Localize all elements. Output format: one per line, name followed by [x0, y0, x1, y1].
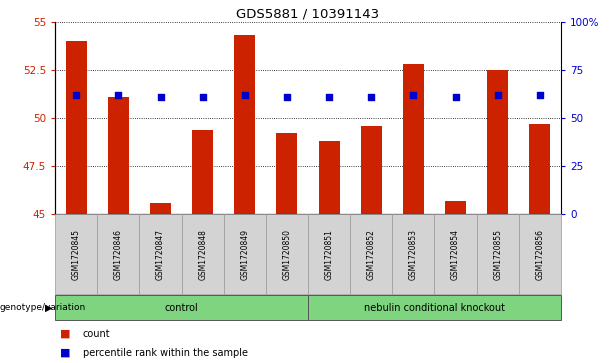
- Point: [324, 94, 334, 100]
- Text: GSM1720851: GSM1720851: [325, 229, 333, 280]
- Bar: [192, 130, 213, 214]
- Text: percentile rank within the sample: percentile rank within the sample: [83, 347, 248, 358]
- Text: control: control: [165, 303, 199, 313]
- Bar: [392, 214, 435, 294]
- Text: count: count: [83, 329, 110, 339]
- Bar: [66, 41, 87, 214]
- Text: GSM1720856: GSM1720856: [535, 229, 544, 280]
- Bar: [487, 70, 508, 214]
- Text: GSM1720845: GSM1720845: [72, 229, 81, 280]
- Bar: [108, 97, 129, 214]
- Point: [451, 94, 460, 100]
- Bar: [360, 126, 382, 214]
- Text: GSM1720849: GSM1720849: [240, 229, 249, 280]
- Bar: [266, 214, 308, 294]
- Text: GSM1720854: GSM1720854: [451, 229, 460, 280]
- Text: GSM1720846: GSM1720846: [114, 229, 123, 280]
- Title: GDS5881 / 10391143: GDS5881 / 10391143: [237, 8, 379, 21]
- Point: [113, 92, 123, 98]
- Bar: [181, 214, 224, 294]
- Text: GSM1720852: GSM1720852: [367, 229, 376, 280]
- Bar: [139, 214, 181, 294]
- Point: [282, 94, 292, 100]
- Text: GSM1720853: GSM1720853: [409, 229, 418, 280]
- Bar: [234, 35, 256, 214]
- Point: [367, 94, 376, 100]
- Point: [198, 94, 208, 100]
- Bar: [519, 214, 561, 294]
- Bar: [350, 214, 392, 294]
- Bar: [529, 124, 550, 214]
- Point: [535, 92, 545, 98]
- Text: GSM1720850: GSM1720850: [283, 229, 291, 280]
- Text: GSM1720847: GSM1720847: [156, 229, 165, 280]
- Bar: [97, 214, 139, 294]
- Text: nebulin conditional knockout: nebulin conditional knockout: [364, 303, 505, 313]
- Bar: [308, 295, 561, 320]
- Text: ▶: ▶: [45, 303, 52, 313]
- Bar: [55, 214, 97, 294]
- Point: [240, 92, 249, 98]
- Bar: [445, 201, 466, 214]
- Point: [71, 92, 81, 98]
- Bar: [55, 295, 308, 320]
- Text: ■: ■: [60, 329, 70, 339]
- Text: genotype/variation: genotype/variation: [0, 303, 86, 312]
- Point: [408, 92, 418, 98]
- Point: [493, 92, 503, 98]
- Bar: [435, 214, 477, 294]
- Text: GSM1720848: GSM1720848: [198, 229, 207, 280]
- Bar: [308, 214, 350, 294]
- Bar: [150, 203, 171, 214]
- Bar: [276, 133, 297, 214]
- Bar: [224, 214, 266, 294]
- Bar: [319, 141, 340, 214]
- Bar: [477, 214, 519, 294]
- Text: ■: ■: [60, 347, 70, 358]
- Bar: [403, 64, 424, 214]
- Text: GSM1720855: GSM1720855: [493, 229, 502, 280]
- Point: [156, 94, 166, 100]
